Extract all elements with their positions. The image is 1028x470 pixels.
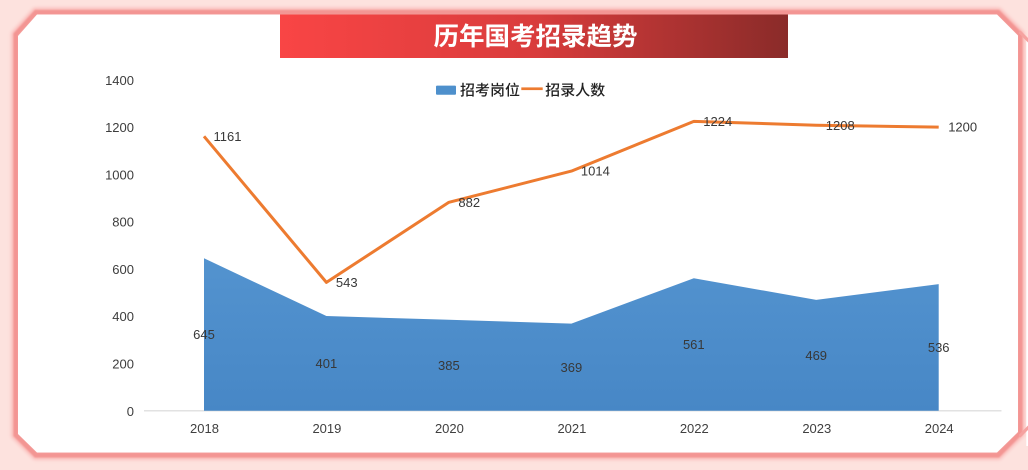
svg-text:543: 543 <box>336 275 358 290</box>
svg-text:600: 600 <box>112 262 134 277</box>
svg-text:1400: 1400 <box>105 73 134 88</box>
svg-text:369: 369 <box>561 360 583 375</box>
svg-text:800: 800 <box>112 215 134 230</box>
svg-text:1200: 1200 <box>105 120 134 135</box>
svg-text:2024: 2024 <box>925 421 954 436</box>
svg-text:2023: 2023 <box>802 421 831 436</box>
svg-text:400: 400 <box>112 309 134 324</box>
svg-text:2020: 2020 <box>435 421 464 436</box>
svg-text:882: 882 <box>458 195 480 210</box>
svg-text:401: 401 <box>316 356 338 371</box>
svg-text:1208: 1208 <box>826 118 855 133</box>
svg-text:1224: 1224 <box>703 114 732 129</box>
svg-text:1161: 1161 <box>214 129 242 144</box>
svg-text:2018: 2018 <box>190 421 219 436</box>
svg-text:469: 469 <box>805 348 827 363</box>
svg-text:561: 561 <box>683 337 705 352</box>
svg-text:2019: 2019 <box>312 421 341 436</box>
svg-text:1200: 1200 <box>948 120 977 135</box>
svg-text:385: 385 <box>438 358 460 373</box>
svg-text:0: 0 <box>127 404 134 419</box>
svg-text:1014: 1014 <box>581 164 610 179</box>
svg-text:2021: 2021 <box>557 421 586 436</box>
svg-text:536: 536 <box>928 340 950 355</box>
svg-text:1000: 1000 <box>105 167 134 182</box>
svg-text:645: 645 <box>193 327 215 342</box>
svg-text:2022: 2022 <box>680 421 709 436</box>
svg-text:200: 200 <box>112 357 134 372</box>
